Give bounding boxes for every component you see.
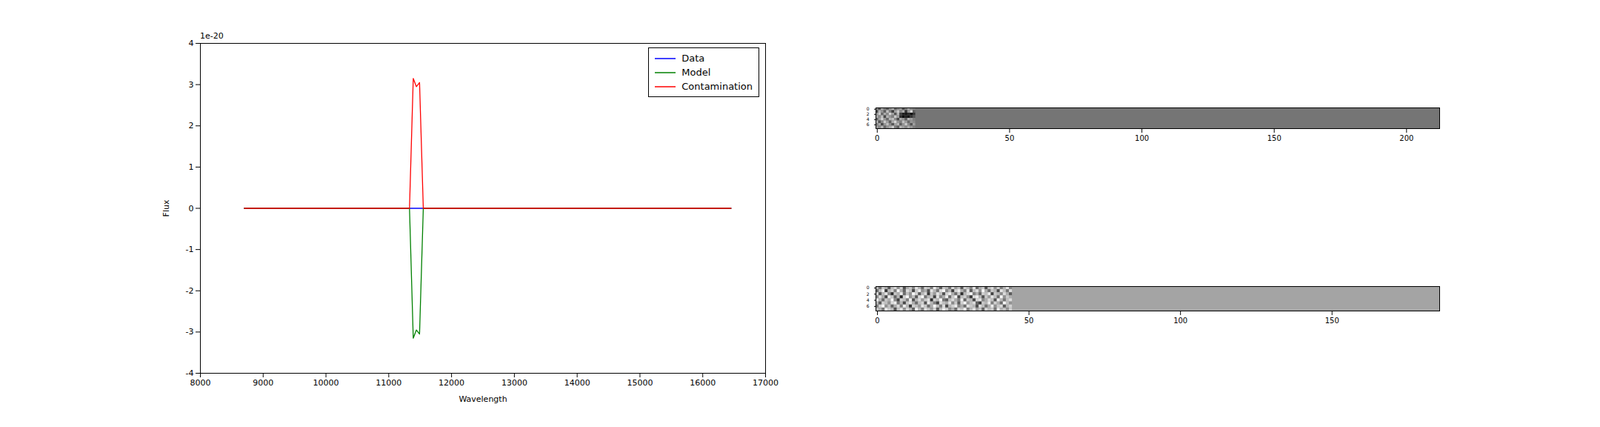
svg-text:6: 6 (866, 302, 870, 309)
svg-text:10000: 10000 (313, 377, 340, 388)
svg-text:50: 50 (1005, 134, 1015, 143)
html-text:Data: Data (681, 52, 705, 64)
svg-text:0: 0 (866, 105, 870, 112)
svg-text:-3: -3 (185, 326, 195, 337)
svg-text:14000: 14000 (564, 377, 591, 388)
svg-text:-1: -1 (185, 244, 195, 255)
svg-text:9000: 9000 (252, 377, 274, 388)
svg-text:2: 2 (866, 291, 870, 297)
svg-text:4: 4 (866, 297, 870, 303)
svg-text:Flux: Flux (161, 199, 172, 217)
svg-text:2: 2 (188, 120, 195, 131)
svg-text:50: 50 (1024, 316, 1035, 325)
html-text:Model: Model (681, 66, 711, 78)
svg-text:0: 0 (866, 284, 870, 290)
svg-text:0: 0 (874, 316, 880, 325)
svg-text:1: 1 (188, 162, 195, 172)
svg-text:6: 6 (866, 121, 870, 127)
svg-text:4: 4 (188, 38, 195, 49)
svg-text:4: 4 (866, 116, 870, 122)
svg-text:100: 100 (1134, 134, 1149, 143)
svg-text:8000: 8000 (190, 377, 212, 388)
html-text:1e-20: 1e-20 (200, 31, 224, 41)
svg-text:2: 2 (866, 111, 870, 117)
svg-text:Wavelength: Wavelength (458, 394, 507, 404)
svg-text:17000: 17000 (752, 377, 779, 388)
svg-text:200: 200 (1399, 134, 1414, 143)
svg-text:11000: 11000 (375, 377, 402, 388)
svg-text:100: 100 (1173, 316, 1188, 325)
svg-text:16000: 16000 (689, 377, 716, 388)
svg-text:-2: -2 (185, 285, 195, 296)
svg-text:-4: -4 (185, 368, 195, 378)
svg-text:0: 0 (874, 134, 880, 143)
svg-text:3: 3 (188, 80, 195, 90)
svg-text:150: 150 (1325, 316, 1340, 325)
svg-text:150: 150 (1267, 134, 1282, 143)
svg-text:0: 0 (188, 203, 195, 214)
svg-text:15000: 15000 (626, 377, 653, 388)
html-text:Contamination: Contamination (681, 80, 753, 92)
svg-text:13000: 13000 (501, 377, 528, 388)
svg-text:12000: 12000 (438, 377, 465, 388)
